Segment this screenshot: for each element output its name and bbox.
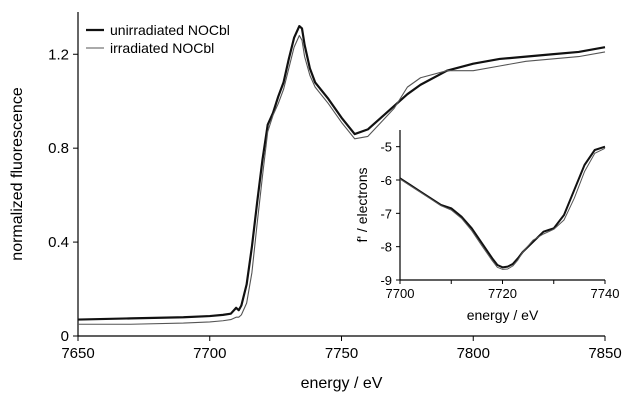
inset-y-tick-label: -6 (380, 173, 392, 188)
inset-y-tick-label: -5 (380, 140, 392, 155)
legend-label-2: irradiated NOCbl (110, 40, 214, 56)
inset-x-tick-label: 7740 (591, 286, 620, 301)
inset-x-tick-label: 7700 (386, 286, 415, 301)
inset-x-tick-label: 7720 (488, 286, 517, 301)
main-x-tick-label: 7800 (457, 345, 490, 362)
legend-label-1: unirradiated NOCbl (110, 22, 230, 38)
main-y-tick-label: 0 (61, 328, 69, 345)
main-y-tick-label: 0.4 (48, 234, 69, 251)
inset-x-axis-label: energy / eV (467, 307, 539, 323)
main-y-tick-label: 1.2 (48, 46, 69, 63)
legend: unirradiated NOCbl irradiated NOCbl (86, 22, 230, 56)
inset-background (400, 130, 605, 280)
inset-y-tick-label: -7 (380, 206, 392, 221)
inset-y-tick-label: -8 (380, 240, 392, 255)
main-x-tick-label: 7850 (588, 345, 621, 362)
main-x-axis-label: energy / eV (301, 375, 383, 392)
main-x-tick-label: 7700 (193, 345, 226, 362)
main-y-axis-label: normalized fluorescence (9, 87, 26, 261)
main-y-tick-label: 0.8 (48, 140, 69, 157)
inset-y-axis-label: f' / electrons (354, 167, 370, 242)
inset-series-line-1 (399, 145, 606, 269)
main-series-line-2 (78, 34, 606, 325)
main-x-tick-label: 7750 (325, 345, 358, 362)
inset-plot: 7700 7720 7740 -9 -8 -7 -6 -5 energy / eV f' / el… (354, 130, 619, 323)
inset-y-tick-label: -9 (380, 273, 392, 288)
main-series-line-1 (77, 24, 606, 321)
main-x-tick-label: 7650 (61, 345, 94, 362)
inset-series-line-2 (399, 147, 606, 270)
main-plot: 7650 7700 7750 7800 7850 0 0.4 0.8 1.2 energy / e… (9, 12, 622, 392)
